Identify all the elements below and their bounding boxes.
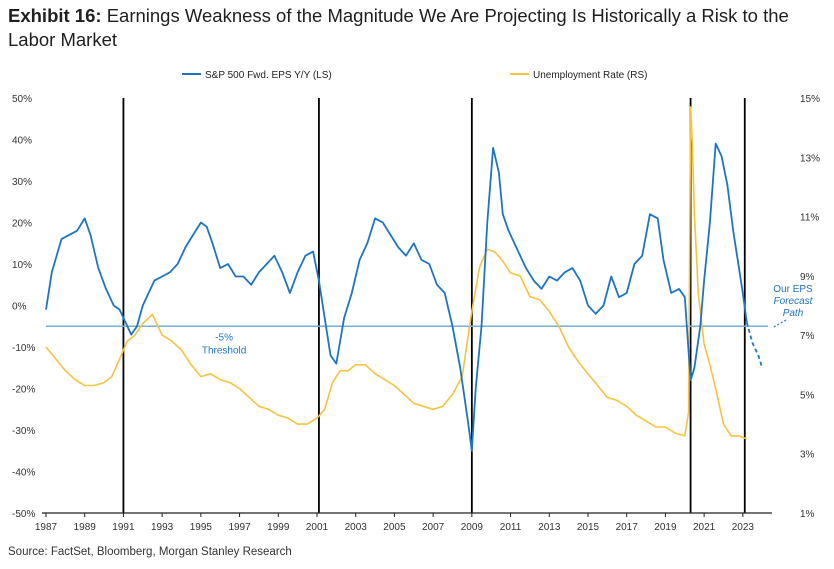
x-tick-label: 2017 [616, 522, 639, 533]
eps-yoy-line [45, 142, 748, 452]
y-left-tick-label: 10% [12, 260, 32, 271]
y-left-tick-label: -50% [12, 509, 35, 520]
forecast-annotation-line: Path [783, 308, 804, 319]
y-left-tick-label: -40% [12, 468, 35, 479]
x-tick-label: 2009 [461, 522, 484, 533]
y-left-tick-label: 40% [12, 136, 32, 147]
x-tick-label: 1991 [112, 522, 135, 533]
y-right-tick-label: 13% [800, 153, 820, 164]
forecast-annotation-line: Forecast [774, 296, 814, 307]
y-right-tick-label: 11% [800, 213, 819, 224]
y-left-tick-label: 50% [12, 94, 32, 105]
x-tick-label: 1989 [74, 522, 97, 533]
x-tick-label: 2019 [654, 522, 677, 533]
y-right-tick-label: 1% [800, 509, 815, 520]
y-left-tick-label: -10% [12, 343, 35, 354]
x-tick-label: 2005 [383, 522, 406, 533]
exhibit-title: Earnings Weakness of the Magnitude We Ar… [8, 5, 789, 50]
x-tick-label: 2003 [345, 522, 368, 533]
y-left-tick-label: 30% [12, 177, 32, 188]
forecast-annotation-pointer [771, 319, 787, 329]
series-lines [45, 106, 764, 452]
x-tick-label: 1997 [228, 522, 251, 533]
x-tick-label: 1995 [190, 522, 213, 533]
y-right-tick-label: 7% [800, 331, 815, 342]
x-tick-label: 1987 [35, 522, 58, 533]
x-tick-label: 1993 [151, 522, 174, 533]
threshold-label-text: Threshold [202, 345, 246, 356]
x-tick-label: 2007 [422, 522, 445, 533]
forecast-annotation-line: Our EPS [773, 284, 813, 295]
x-tick-label: 2001 [306, 522, 329, 533]
unemployment-rate-line [45, 106, 747, 440]
y-right-tick-label: 3% [800, 450, 815, 461]
axes: 50% 40% 30% 20% 10% 0% -10% -20% -30% -40% -50% 15%… [12, 94, 820, 533]
x-tick-label: 2015 [577, 522, 600, 533]
source-note: Source: FactSet, Bloomberg, Morgan Stanl… [8, 546, 292, 558]
legend: S&P 500 Fwd. EPS Y/Y (LS) Unemployment Ra… [182, 70, 647, 81]
y-left-tick-label: 20% [12, 219, 32, 230]
y-left-tick-label: 0% [12, 302, 27, 313]
y-right-tick-label: 15% [800, 94, 820, 105]
threshold-line: -5% Threshold [46, 325, 768, 356]
x-tick-label: 1999 [267, 522, 290, 533]
x-tick-label: 2023 [732, 522, 755, 533]
recession-lines [122, 98, 746, 513]
x-tick-label: 2021 [693, 522, 716, 533]
eps-forecast-line [745, 321, 764, 369]
legend-label-unemployment: Unemployment Rate (RS) [533, 70, 647, 81]
threshold-label-value: -5% [215, 332, 233, 343]
x-tick-label: 2013 [538, 522, 561, 533]
y-left-tick-label: -20% [12, 385, 35, 396]
y-left-tick-label: -30% [12, 426, 35, 437]
y-right-tick-label: 5% [800, 390, 815, 401]
legend-label-eps: S&P 500 Fwd. EPS Y/Y (LS) [205, 70, 332, 81]
exhibit-label: Exhibit 16: [8, 5, 102, 26]
y-right-tick-label: 9% [800, 272, 815, 283]
chart-title: Exhibit 16: Earnings Weakness of the Mag… [8, 4, 828, 52]
x-tick-label: 2011 [500, 522, 522, 533]
